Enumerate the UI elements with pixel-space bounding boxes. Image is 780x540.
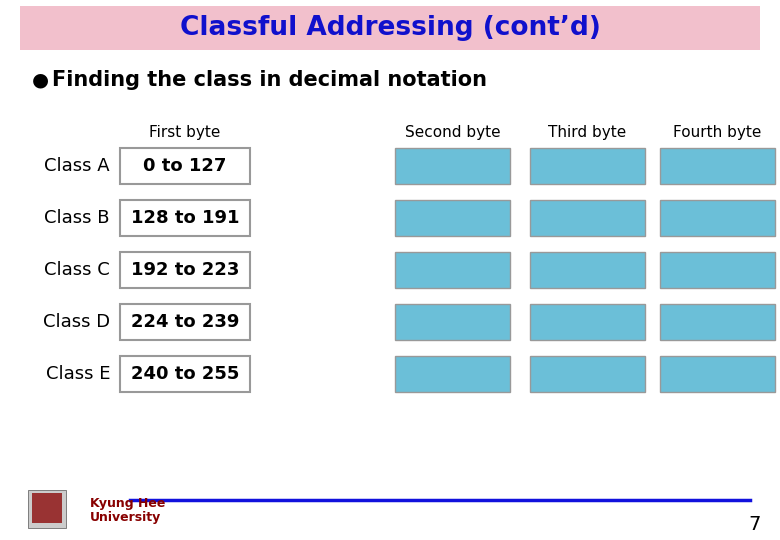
FancyBboxPatch shape xyxy=(660,252,775,288)
Text: 240 to 255: 240 to 255 xyxy=(131,365,239,383)
FancyBboxPatch shape xyxy=(28,490,66,528)
FancyBboxPatch shape xyxy=(660,200,775,236)
Text: 192 to 223: 192 to 223 xyxy=(131,261,239,279)
FancyBboxPatch shape xyxy=(32,493,62,523)
FancyBboxPatch shape xyxy=(395,252,510,288)
Text: ●: ● xyxy=(32,71,49,90)
Text: University: University xyxy=(90,511,161,524)
FancyBboxPatch shape xyxy=(120,148,250,184)
FancyBboxPatch shape xyxy=(530,148,645,184)
FancyBboxPatch shape xyxy=(660,304,775,340)
Text: 7: 7 xyxy=(749,516,761,535)
FancyBboxPatch shape xyxy=(660,356,775,392)
FancyBboxPatch shape xyxy=(395,356,510,392)
Text: Class C: Class C xyxy=(44,261,110,279)
Text: Second byte: Second byte xyxy=(405,125,500,140)
Text: Class B: Class B xyxy=(44,209,110,227)
FancyBboxPatch shape xyxy=(530,200,645,236)
FancyBboxPatch shape xyxy=(395,304,510,340)
FancyBboxPatch shape xyxy=(395,200,510,236)
FancyBboxPatch shape xyxy=(120,252,250,288)
FancyBboxPatch shape xyxy=(530,252,645,288)
Text: Finding the class in decimal notation: Finding the class in decimal notation xyxy=(52,70,487,90)
Text: Class E: Class E xyxy=(45,365,110,383)
FancyBboxPatch shape xyxy=(20,6,760,50)
Text: First byte: First byte xyxy=(149,125,221,140)
FancyBboxPatch shape xyxy=(530,304,645,340)
Text: Fourth byte: Fourth byte xyxy=(673,125,762,140)
FancyBboxPatch shape xyxy=(530,356,645,392)
Text: Class D: Class D xyxy=(43,313,110,331)
Text: Kyung Hee: Kyung Hee xyxy=(90,497,165,510)
Text: Third byte: Third byte xyxy=(548,125,626,140)
Text: Classful Addressing (cont’d): Classful Addressing (cont’d) xyxy=(179,15,601,41)
FancyBboxPatch shape xyxy=(120,304,250,340)
Text: 128 to 191: 128 to 191 xyxy=(131,209,239,227)
FancyBboxPatch shape xyxy=(120,356,250,392)
FancyBboxPatch shape xyxy=(395,148,510,184)
Text: 0 to 127: 0 to 127 xyxy=(144,157,227,175)
FancyBboxPatch shape xyxy=(120,200,250,236)
Text: Class A: Class A xyxy=(44,157,110,175)
FancyBboxPatch shape xyxy=(660,148,775,184)
Text: 224 to 239: 224 to 239 xyxy=(131,313,239,331)
